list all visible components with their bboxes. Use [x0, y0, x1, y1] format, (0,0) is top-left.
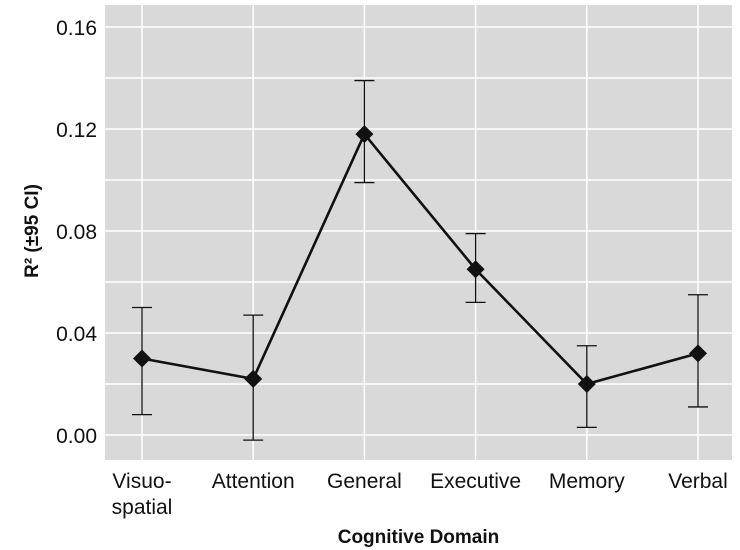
data-point-marker — [133, 349, 151, 368]
data-points — [133, 125, 707, 393]
x-tick-label: Executive — [430, 470, 521, 493]
data-point-marker — [466, 260, 485, 279]
y-tick-label: 0.00 — [56, 425, 97, 448]
x-tick-labels: Visuo-spatial Attention General Executive Me… — [112, 470, 728, 519]
y-tick-label: 0.08 — [56, 221, 97, 244]
series-line — [141, 132, 699, 386]
y-axis-title: R² (±95 CI) — [22, 184, 43, 278]
x-tick-label: Verbal — [668, 470, 728, 493]
x-axis-title: Cognitive Domain — [338, 527, 500, 548]
x-tick-label: Memory — [549, 470, 625, 493]
y-tick-label: 0.04 — [56, 323, 97, 346]
x-tick-label: General — [327, 470, 402, 493]
data-point-marker — [244, 369, 263, 388]
y-tick-labels: 0.00 0.04 0.08 0.12 0.16 — [56, 17, 97, 448]
data-point-marker — [689, 344, 707, 363]
x-tick-label: Attention — [212, 470, 295, 493]
data-point-marker — [577, 375, 596, 393]
x-tick-label: Visuo-spatial — [112, 470, 173, 519]
y-tick-label: 0.16 — [56, 17, 97, 40]
data-point-marker — [355, 125, 374, 144]
plot-background — [105, 5, 732, 460]
y-tick-label: 0.12 — [56, 119, 97, 142]
